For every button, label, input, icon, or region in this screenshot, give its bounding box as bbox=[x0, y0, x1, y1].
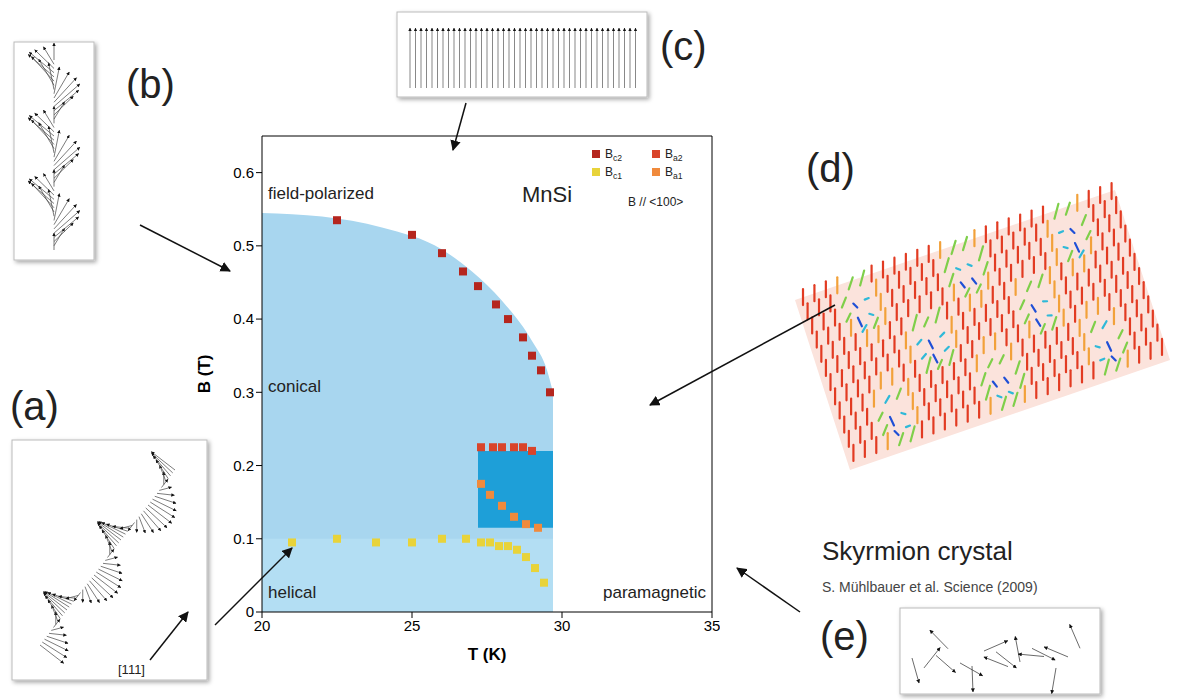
svg-text:MnSi: MnSi bbox=[522, 182, 572, 207]
svg-text:0.4: 0.4 bbox=[233, 310, 254, 327]
svg-text:Ba1: Ba1 bbox=[665, 165, 683, 181]
svg-text:conical: conical bbox=[268, 377, 321, 396]
svg-text:35: 35 bbox=[704, 617, 720, 634]
svg-text:(c): (c) bbox=[660, 24, 707, 68]
svg-text:0.3: 0.3 bbox=[233, 384, 254, 401]
svg-text:field-polarized: field-polarized bbox=[268, 184, 374, 203]
svg-text:0.1: 0.1 bbox=[233, 530, 254, 547]
svg-text:(b): (b) bbox=[126, 62, 175, 106]
svg-text:S. Mühlbauer et al. Science (2: S. Mühlbauer et al. Science (2009) bbox=[822, 579, 1038, 595]
svg-text:25: 25 bbox=[404, 617, 421, 634]
svg-text:20: 20 bbox=[254, 617, 271, 634]
svg-text:(a): (a) bbox=[10, 384, 59, 428]
svg-text:[111]: [111] bbox=[118, 662, 145, 677]
svg-text:(e): (e) bbox=[820, 614, 869, 658]
svg-text:helical: helical bbox=[268, 583, 316, 602]
svg-text:T (K): T (K) bbox=[468, 645, 507, 664]
svg-text:Bc1: Bc1 bbox=[605, 165, 622, 181]
svg-text:0.2: 0.2 bbox=[233, 457, 254, 474]
svg-text:30: 30 bbox=[554, 617, 571, 634]
svg-text:Ba2: Ba2 bbox=[665, 147, 683, 163]
svg-text:(d): (d) bbox=[806, 146, 855, 190]
svg-text:Skyrmion crystal: Skyrmion crystal bbox=[822, 536, 1013, 566]
svg-text:B (T): B (T) bbox=[195, 355, 214, 394]
svg-text:0.6: 0.6 bbox=[233, 164, 254, 181]
svg-text:paramagnetic: paramagnetic bbox=[603, 583, 707, 602]
svg-text:0.5: 0.5 bbox=[233, 237, 254, 254]
svg-text:Bc2: Bc2 bbox=[605, 147, 622, 163]
svg-text:B // <100>: B // <100> bbox=[628, 195, 683, 209]
svg-text:0: 0 bbox=[246, 603, 254, 620]
